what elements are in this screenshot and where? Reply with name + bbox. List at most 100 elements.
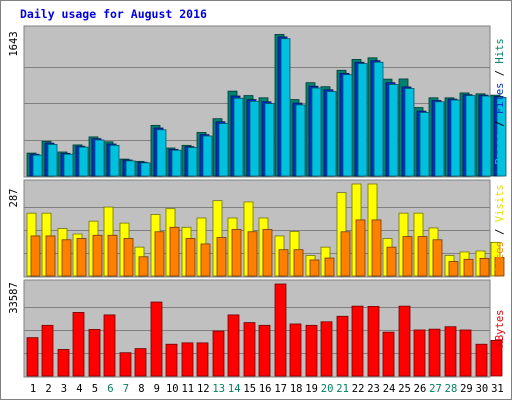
x-label-day-25: 25 <box>398 383 411 395</box>
bar-hits-pages-day-27 <box>434 101 445 177</box>
bar-visits-sites-day-15 <box>247 231 258 277</box>
bar-hits-pages-day-30 <box>481 95 492 177</box>
x-label-day-14: 14 <box>228 383 241 395</box>
bar-visits-sites-day-21 <box>340 231 351 277</box>
bar-kbytes-kbytes-day-28 <box>444 326 457 377</box>
bar-visits-sites-day-31 <box>494 257 505 277</box>
bar-visits-sites-day-28 <box>448 261 459 277</box>
x-label-day-27: 27 <box>429 383 442 395</box>
bar-kbytes-kbytes-day-9 <box>150 301 163 377</box>
axis-label-part: / <box>494 222 506 241</box>
bar-kbytes-kbytes-day-7 <box>119 352 132 377</box>
bar-kbytes-kbytes-day-14 <box>227 314 240 377</box>
bar-kbytes-kbytes-day-31 <box>490 339 503 377</box>
bar-visits-sites-day-11 <box>185 238 196 277</box>
bar-hits-pages-day-14 <box>233 97 244 177</box>
chart-title: Daily usage for August 2016 <box>20 7 207 21</box>
bar-kbytes-kbytes-day-25 <box>398 305 411 377</box>
axis-label-kbytes: KBytes <box>494 310 506 348</box>
panel-frame <box>23 279 491 378</box>
x-label-day-22: 22 <box>352 383 365 395</box>
bar-hits-pages-day-19 <box>311 87 322 177</box>
bar-kbytes-kbytes-day-20 <box>320 321 333 377</box>
chart-panels: 1643 Pages / Files / Hits 287 Sites / Visit… <box>8 25 507 378</box>
axis-label-part: Files <box>494 83 506 115</box>
x-label-day-28: 28 <box>445 383 458 395</box>
x-label-day-1: 1 <box>30 383 36 395</box>
bar-kbytes-kbytes-day-10 <box>165 343 178 377</box>
bar-kbytes-kbytes-day-3 <box>57 349 70 377</box>
bar-kbytes-kbytes-day-11 <box>181 342 194 377</box>
bar-visits-sites-day-25 <box>402 236 413 277</box>
bar-kbytes-kbytes-day-8 <box>134 348 147 377</box>
x-label-day-30: 30 <box>476 383 489 395</box>
x-label-day-24: 24 <box>383 383 396 395</box>
bar-kbytes-kbytes-day-5 <box>88 329 101 377</box>
bar-kbytes-kbytes-day-13 <box>212 330 225 377</box>
bar-visits-sites-day-9 <box>154 231 165 277</box>
bar-kbytes-kbytes-day-19 <box>305 324 318 377</box>
bar-visits-sites-day-16 <box>262 229 273 277</box>
x-label-day-10: 10 <box>166 383 179 395</box>
bar-hits-pages-day-16 <box>264 103 275 177</box>
axis-label-part: Pages <box>494 133 506 165</box>
bar-visits-sites-day-12 <box>200 243 211 277</box>
bar-visits-sites-day-30 <box>479 257 490 277</box>
bar-hits-pages-day-3 <box>63 153 74 177</box>
bar-hits-pages-day-5 <box>94 139 105 177</box>
axis-label-hits: Pages / Files / Hits <box>494 38 506 164</box>
x-label-day-17: 17 <box>274 383 287 395</box>
x-label-day-23: 23 <box>367 383 380 395</box>
bar-hits-pages-day-10 <box>171 149 182 177</box>
bar-hits-pages-day-24 <box>388 84 399 177</box>
y-max-label-visits: 287 <box>8 189 20 208</box>
axis-label-part: KBytes <box>494 310 506 348</box>
bar-visits-sites-day-27 <box>432 239 443 277</box>
bar-visits-sites-day-29 <box>463 258 474 277</box>
x-label-day-6: 6 <box>107 383 113 395</box>
bar-kbytes-kbytes-day-26 <box>413 329 426 377</box>
bar-visits-sites-day-5 <box>92 234 103 277</box>
x-label-day-12: 12 <box>197 383 210 395</box>
bar-kbytes-kbytes-day-15 <box>243 322 256 377</box>
bar-hits-pages-day-17 <box>280 38 291 177</box>
x-label-day-29: 29 <box>460 383 473 395</box>
bar-kbytes-kbytes-day-27 <box>428 328 441 377</box>
bar-visits-sites-day-7 <box>123 238 134 277</box>
bar-visits-sites-day-26 <box>417 236 428 277</box>
x-label-day-20: 20 <box>321 383 334 395</box>
x-label-day-19: 19 <box>305 383 318 395</box>
axis-label-part: Hits <box>494 38 506 63</box>
bar-hits-pages-day-4 <box>78 146 89 177</box>
bar-kbytes-kbytes-day-18 <box>289 323 302 377</box>
x-label-day-2: 2 <box>45 383 51 395</box>
axis-label-part: / <box>494 114 506 133</box>
x-label-day-13: 13 <box>212 383 225 395</box>
bar-kbytes-kbytes-day-22 <box>351 305 364 377</box>
bar-kbytes-kbytes-day-24 <box>382 331 395 377</box>
bar-hits-pages-day-8 <box>140 162 151 177</box>
bar-hits-pages-day-26 <box>419 112 430 177</box>
bar-kbytes-kbytes-day-6 <box>103 314 116 377</box>
panel-hits: 1643 Pages / Files / Hits <box>8 25 507 178</box>
x-label-day-5: 5 <box>92 383 98 395</box>
bar-visits-sites-day-24 <box>386 246 397 277</box>
bar-visits-sites-day-19 <box>309 259 320 277</box>
x-label-day-8: 8 <box>138 383 144 395</box>
bar-hits-pages-day-9 <box>156 129 167 177</box>
bar-kbytes-kbytes-day-23 <box>367 306 380 377</box>
bar-visits-sites-day-23 <box>371 219 382 277</box>
bar-kbytes-kbytes-day-4 <box>72 312 85 377</box>
bar-hits-pages-day-22 <box>357 63 368 177</box>
bar-hits-pages-day-2 <box>47 144 58 177</box>
axis-label-visits: Sites / Visits <box>494 184 506 273</box>
bar-hits-pages-day-23 <box>373 61 384 177</box>
x-label-day-16: 16 <box>259 383 272 395</box>
bar-kbytes-kbytes-day-1 <box>26 337 39 377</box>
bar-visits-sites-day-22 <box>355 219 366 277</box>
x-label-day-9: 9 <box>154 383 160 395</box>
x-label-day-26: 26 <box>414 383 427 395</box>
bar-visits-sites-day-18 <box>293 249 304 277</box>
x-label-day-31: 31 <box>491 383 504 395</box>
